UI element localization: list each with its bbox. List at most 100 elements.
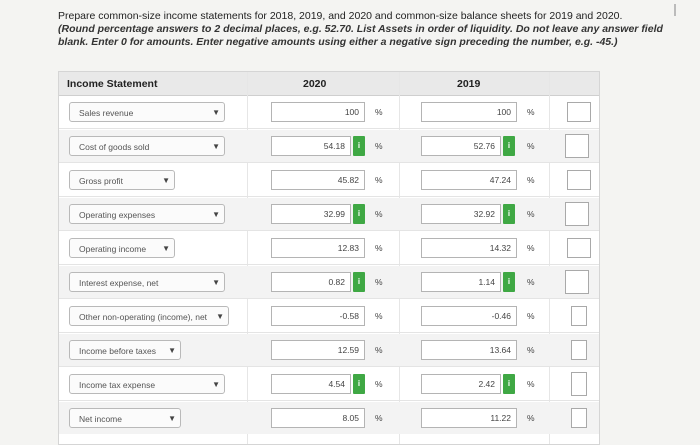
answer-box-2018[interactable] <box>571 306 587 326</box>
scroll-edge-marker <box>674 4 676 16</box>
answer-box-2018[interactable] <box>565 202 589 226</box>
percent-sign: % <box>375 311 383 321</box>
value-2020-input[interactable]: -0.58 <box>271 306 365 326</box>
year-2019-heading: 2019 <box>457 78 481 90</box>
table-row: Gross profit ▼ 45.82 % 47.24 % <box>59 164 599 197</box>
percent-sign: % <box>527 345 535 355</box>
account-select[interactable]: Cost of goods sold ▼ <box>69 136 225 156</box>
chevron-down-icon: ▼ <box>212 210 220 219</box>
table-row: Net income ▼ 8.05 % 11.22 % <box>59 402 599 434</box>
account-select[interactable]: Interest expense, net ▼ <box>69 272 225 292</box>
table-row: Interest expense, net ▼ 0.82 i % 1.14 i … <box>59 266 599 299</box>
chevron-down-icon: ▼ <box>212 142 220 151</box>
percent-sign: % <box>527 107 535 117</box>
table-row: Sales revenue ▼ 100 % 100 % <box>59 96 599 129</box>
percent-sign: % <box>527 175 535 185</box>
chevron-down-icon: ▼ <box>216 312 224 321</box>
percent-sign: % <box>527 413 535 423</box>
account-select[interactable]: Operating income ▼ <box>69 238 175 258</box>
percent-sign: % <box>527 141 535 151</box>
percent-sign: % <box>375 243 383 253</box>
value-2020-input[interactable]: 45.82 <box>271 170 365 190</box>
account-select[interactable]: Other non-operating (income), net ▼ <box>69 306 229 326</box>
value-2019-input[interactable]: 11.22 <box>421 408 517 428</box>
chevron-down-icon: ▼ <box>168 346 176 355</box>
table-row: Cost of goods sold ▼ 54.18 i % 52.76 i % <box>59 130 599 163</box>
value-2019-input[interactable]: 100 <box>421 102 517 122</box>
percent-sign: % <box>375 175 383 185</box>
table-row: Operating expenses ▼ 32.99 i % 32.92 i % <box>59 198 599 231</box>
column-divider <box>399 72 400 444</box>
percent-sign: % <box>527 379 535 389</box>
chevron-down-icon: ▼ <box>212 108 220 117</box>
value-2020-input[interactable]: 0.82 <box>271 272 351 292</box>
answer-box-2018[interactable] <box>565 134 589 158</box>
value-2020-input[interactable]: 32.99 <box>271 204 351 224</box>
percent-sign: % <box>375 413 383 423</box>
answer-box-2018[interactable] <box>565 270 589 294</box>
table-row: Income before taxes ▼ 12.59 % 13.64 % <box>59 334 599 367</box>
percent-sign: % <box>527 277 535 287</box>
percent-sign: % <box>375 209 383 219</box>
table-row: Income tax expense ▼ 4.54 i % 2.42 i % <box>59 368 599 401</box>
chevron-down-icon: ▼ <box>162 244 170 253</box>
answer-box-2018[interactable] <box>571 340 587 360</box>
chevron-down-icon: ▼ <box>168 414 176 423</box>
percent-sign: % <box>375 277 383 287</box>
value-2020-input[interactable]: 4.54 <box>271 374 351 394</box>
value-2019-input[interactable]: 52.76 <box>421 136 501 156</box>
account-select[interactable]: Income before taxes ▼ <box>69 340 181 360</box>
value-2020-input[interactable]: 12.83 <box>271 238 365 258</box>
value-2020-input[interactable]: 54.18 <box>271 136 351 156</box>
percent-sign: % <box>375 345 383 355</box>
chevron-down-icon: ▼ <box>162 176 170 185</box>
info-icon[interactable]: i <box>503 136 515 156</box>
value-2019-input[interactable]: 47.24 <box>421 170 517 190</box>
year-2020-heading: 2020 <box>303 78 327 90</box>
answer-box-2018[interactable] <box>567 238 591 258</box>
instructions-text: Prepare common-size income statements fo… <box>58 10 623 22</box>
chevron-down-icon: ▼ <box>212 278 220 287</box>
value-2020-input[interactable]: 8.05 <box>271 408 365 428</box>
column-divider <box>549 72 550 444</box>
table-row: Operating income ▼ 12.83 % 14.32 % <box>59 232 599 265</box>
info-icon[interactable]: i <box>353 204 365 224</box>
percent-sign: % <box>527 243 535 253</box>
percent-sign: % <box>375 141 383 151</box>
chevron-down-icon: ▼ <box>212 380 220 389</box>
value-2019-input[interactable]: 13.64 <box>421 340 517 360</box>
info-icon[interactable]: i <box>353 136 365 156</box>
percent-sign: % <box>375 107 383 117</box>
value-2019-input[interactable]: 14.32 <box>421 238 517 258</box>
info-icon[interactable]: i <box>503 374 515 394</box>
value-2020-input[interactable]: 12.59 <box>271 340 365 360</box>
table-header: Income Statement 2020 2019 <box>59 72 599 96</box>
account-select[interactable]: Sales revenue ▼ <box>69 102 225 122</box>
answer-box-2018[interactable] <box>571 372 587 396</box>
answer-box-2018[interactable] <box>567 102 591 122</box>
info-icon[interactable]: i <box>503 272 515 292</box>
info-icon[interactable]: i <box>353 272 365 292</box>
value-2019-input[interactable]: 32.92 <box>421 204 501 224</box>
value-2020-input[interactable]: 100 <box>271 102 365 122</box>
info-icon[interactable]: i <box>503 204 515 224</box>
value-2019-input[interactable]: -0.46 <box>421 306 517 326</box>
instructions-rounding-note: (Round percentage answers to 2 decimal p… <box>58 23 663 48</box>
income-statement-table: Income Statement 2020 2019 Sales revenue… <box>58 71 600 445</box>
answer-box-2018[interactable] <box>571 408 587 428</box>
value-2019-input[interactable]: 2.42 <box>421 374 501 394</box>
column-divider <box>247 72 248 444</box>
account-select[interactable]: Income tax expense ▼ <box>69 374 225 394</box>
percent-sign: % <box>527 311 535 321</box>
info-icon[interactable]: i <box>353 374 365 394</box>
answer-box-2018[interactable] <box>567 170 591 190</box>
income-statement-heading: Income Statement <box>67 78 158 90</box>
instructions: Prepare common-size income statements fo… <box>58 10 678 49</box>
account-select[interactable]: Gross profit ▼ <box>69 170 175 190</box>
table-row: Other non-operating (income), net ▼ -0.5… <box>59 300 599 333</box>
percent-sign: % <box>375 379 383 389</box>
account-select[interactable]: Operating expenses ▼ <box>69 204 225 224</box>
percent-sign: % <box>527 209 535 219</box>
account-select[interactable]: Net income ▼ <box>69 408 181 428</box>
value-2019-input[interactable]: 1.14 <box>421 272 501 292</box>
